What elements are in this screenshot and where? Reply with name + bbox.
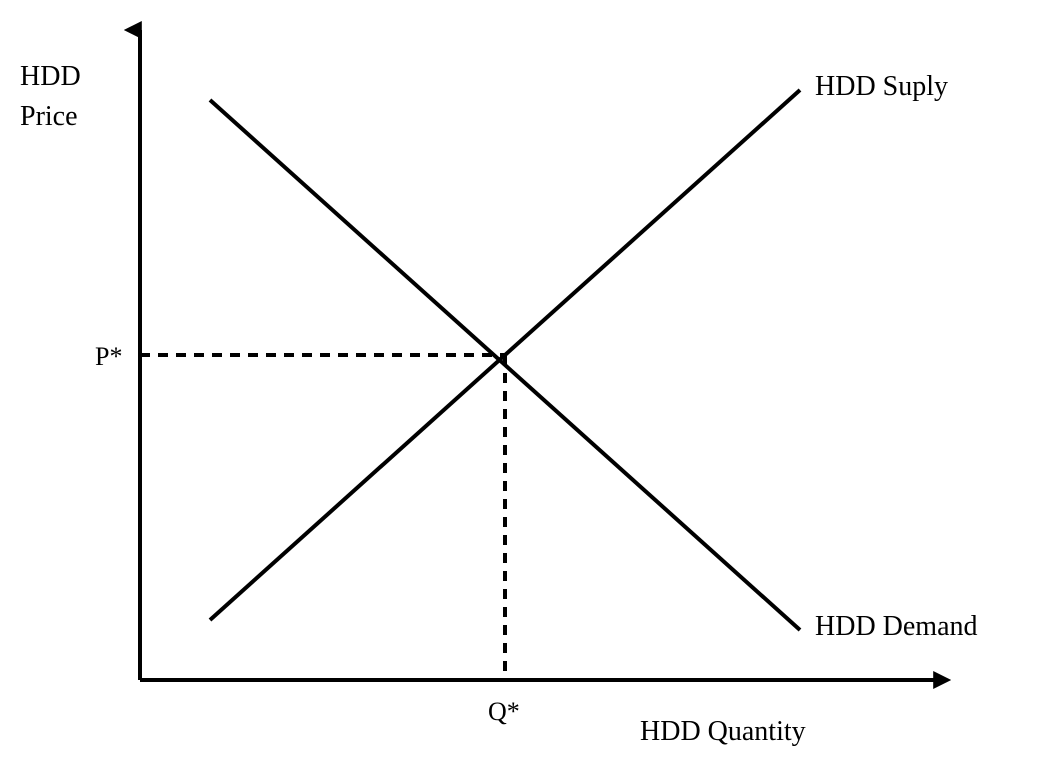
x-axis-label: HDD Quantity [640, 716, 806, 747]
chart-svg: HDD Price HDD Quantity HDD Suply HDD Demand P… [0, 0, 1054, 766]
p-star-label: P* [95, 342, 122, 371]
y-axis-label-line1: HDD [20, 61, 81, 92]
supply-demand-chart: HDD Price HDD Quantity HDD Suply HDD Demand P… [0, 0, 1054, 766]
y-axis-label-line2: Price [20, 101, 78, 132]
q-star-label: Q* [488, 697, 520, 726]
demand-label: HDD Demand [815, 611, 978, 642]
supply-label: HDD Suply [815, 71, 948, 102]
